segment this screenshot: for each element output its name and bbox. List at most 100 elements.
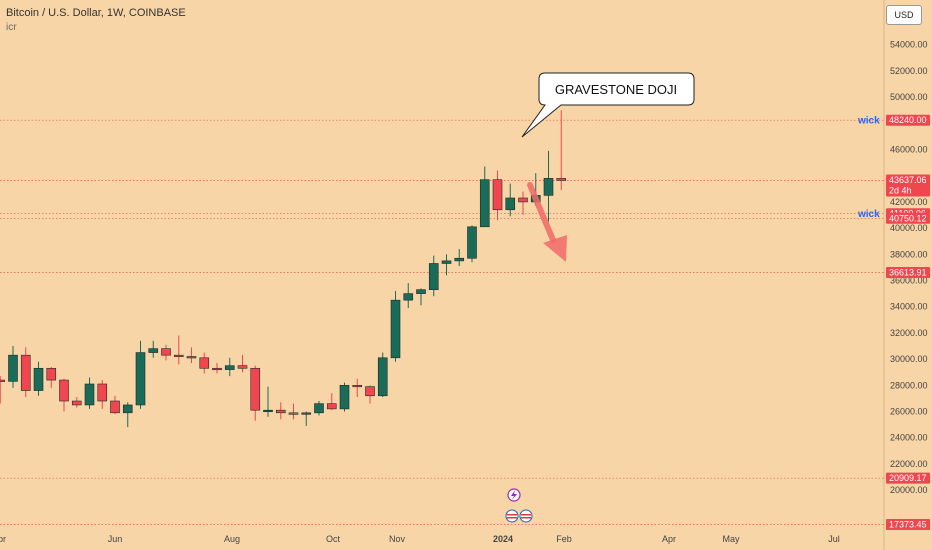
candle[interactable] bbox=[173, 335, 184, 365]
candle[interactable] bbox=[46, 366, 57, 388]
candle[interactable] bbox=[352, 378, 363, 398]
candle[interactable] bbox=[403, 283, 414, 309]
y-tick-label: 54000.00 bbox=[890, 40, 928, 50]
candle[interactable] bbox=[390, 290, 401, 362]
candle[interactable] bbox=[339, 382, 350, 412]
price-tag-bg bbox=[886, 518, 930, 530]
candle[interactable] bbox=[301, 411, 312, 426]
candle[interactable] bbox=[416, 288, 426, 306]
candle[interactable] bbox=[148, 340, 159, 358]
horizontal-levels bbox=[0, 119, 884, 525]
candle[interactable] bbox=[365, 385, 375, 404]
candle[interactable] bbox=[71, 397, 82, 408]
candle-body bbox=[199, 357, 210, 369]
candle[interactable] bbox=[97, 380, 108, 409]
time-axis: Jun Aug Oct Nov 2024 Feb Apr May Jul Apr bbox=[0, 534, 840, 544]
candle[interactable] bbox=[84, 377, 95, 409]
candle[interactable] bbox=[59, 378, 69, 412]
price-tag-bg bbox=[886, 212, 930, 224]
candle[interactable] bbox=[505, 183, 516, 217]
arrow-shaft bbox=[527, 182, 556, 243]
candle[interactable] bbox=[237, 355, 248, 373]
candle-body bbox=[33, 367, 44, 391]
price-tag-label: 17373.45 bbox=[889, 519, 927, 529]
candle[interactable] bbox=[556, 110, 567, 191]
us-flag-stripe-icon bbox=[521, 514, 531, 516]
candle[interactable] bbox=[0, 376, 6, 404]
candle-body bbox=[492, 179, 503, 211]
y-tick-label: 36000.00 bbox=[890, 276, 928, 286]
candle[interactable] bbox=[135, 340, 146, 409]
y-tick-label: 32000.00 bbox=[890, 328, 928, 338]
candle-body bbox=[416, 289, 426, 294]
arrow-head bbox=[543, 235, 567, 262]
candle[interactable] bbox=[492, 170, 503, 221]
price-tag-countdown: 2d 4h bbox=[889, 185, 912, 195]
y-tick-label: 52000.00 bbox=[890, 66, 928, 76]
candle-body bbox=[224, 365, 235, 370]
candle-body bbox=[365, 386, 375, 397]
annotation-callout[interactable]: GRAVESTONE DOJI bbox=[521, 72, 695, 138]
candle-body bbox=[288, 412, 299, 415]
candle[interactable] bbox=[250, 365, 261, 421]
candle[interactable] bbox=[20, 347, 31, 398]
candle[interactable] bbox=[314, 401, 324, 416]
candle-body bbox=[0, 379, 6, 382]
price-axis: 20000.00 22000.00 24000.00 26000.00 28000.00… bbox=[857, 0, 930, 550]
price-tag-bg bbox=[886, 472, 930, 484]
price-tag-bg bbox=[886, 114, 930, 126]
wick-tag: wick bbox=[857, 209, 880, 220]
currency-button[interactable]: USD bbox=[886, 5, 922, 25]
candle[interactable] bbox=[33, 361, 44, 396]
us-flag-icon[interactable] bbox=[505, 509, 519, 523]
symbol-title: Bitcoin / U.S. Dollar, 1W, COINBASE bbox=[6, 7, 186, 19]
y-tick-label: 40000.00 bbox=[890, 223, 928, 233]
candle-body bbox=[212, 367, 222, 371]
candle[interactable] bbox=[110, 395, 120, 415]
candle[interactable] bbox=[288, 403, 299, 420]
candle[interactable] bbox=[518, 191, 528, 216]
candle-body bbox=[84, 383, 95, 406]
price-tag-label: 36613.91 bbox=[889, 267, 927, 277]
candle[interactable] bbox=[441, 254, 452, 276]
y-tick-label: 38000.00 bbox=[890, 249, 928, 259]
price-tag-label: 40750.12 bbox=[889, 213, 927, 223]
candle[interactable] bbox=[224, 357, 235, 377]
candles bbox=[0, 110, 567, 428]
candle-body bbox=[390, 299, 401, 359]
candle[interactable] bbox=[479, 166, 490, 228]
candle-body bbox=[467, 226, 477, 259]
candle[interactable] bbox=[186, 347, 197, 364]
candle[interactable] bbox=[263, 386, 273, 417]
candle[interactable] bbox=[275, 402, 286, 420]
candle[interactable] bbox=[8, 346, 18, 388]
candle[interactable] bbox=[428, 255, 439, 297]
x-tick-label-partial: Apr bbox=[0, 534, 6, 544]
indicator-label: icr bbox=[6, 22, 17, 33]
candle[interactable] bbox=[212, 363, 222, 374]
candle-body bbox=[250, 367, 261, 411]
down-arrow bbox=[527, 182, 567, 262]
candle[interactable] bbox=[454, 249, 465, 267]
event-icons[interactable] bbox=[505, 488, 533, 523]
candle[interactable] bbox=[326, 393, 337, 411]
candle-body bbox=[263, 409, 273, 412]
candle-body bbox=[314, 403, 324, 414]
us-flag-stripe-icon bbox=[507, 517, 517, 519]
us-flag-icon[interactable] bbox=[519, 509, 533, 523]
candle[interactable] bbox=[161, 344, 171, 361]
price-tag-bg bbox=[886, 266, 930, 278]
candle-body bbox=[122, 404, 133, 414]
candle[interactable] bbox=[122, 402, 133, 428]
candle[interactable] bbox=[377, 352, 388, 398]
price-tag-label: 20909.17 bbox=[889, 473, 927, 483]
x-tick-label: Oct bbox=[326, 534, 341, 544]
candle[interactable] bbox=[467, 225, 477, 263]
candle[interactable] bbox=[543, 150, 554, 222]
y-tick-label: 26000.00 bbox=[890, 406, 928, 416]
candle-body bbox=[46, 367, 57, 381]
candle-body bbox=[441, 260, 452, 264]
candle[interactable] bbox=[199, 352, 210, 374]
